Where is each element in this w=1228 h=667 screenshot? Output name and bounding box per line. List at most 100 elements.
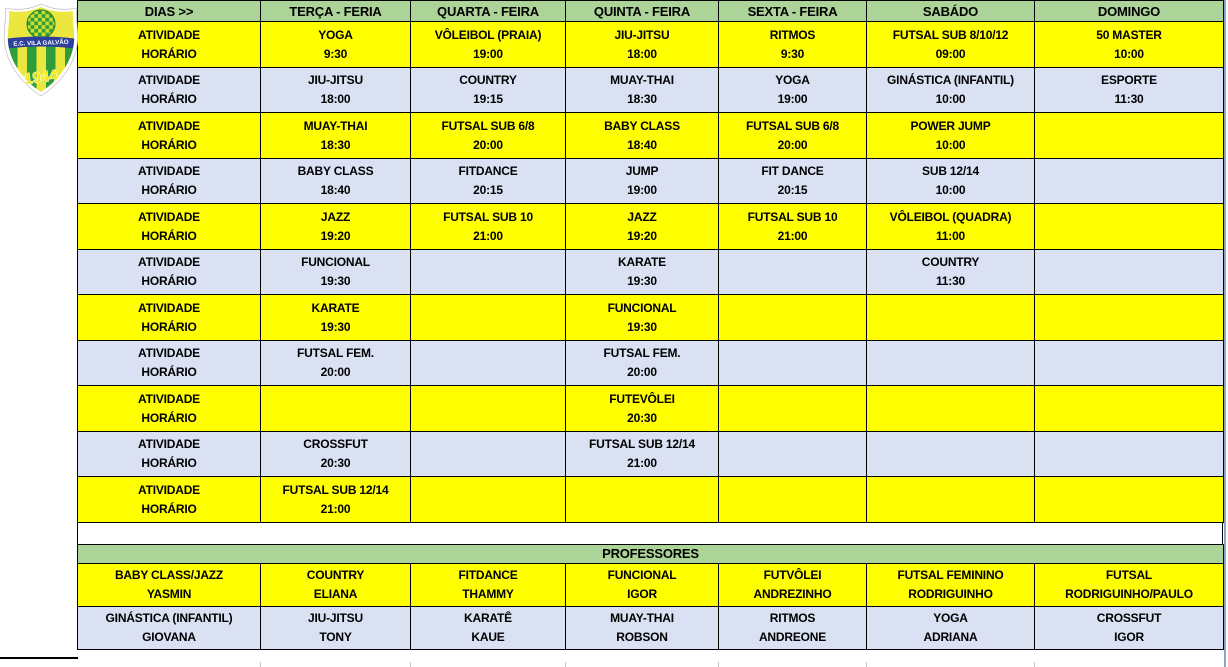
professor-activity: CROSSFUT bbox=[1096, 611, 1162, 625]
schedule-cell: KARATE 19:30 bbox=[260, 294, 411, 341]
schedule-cell bbox=[410, 294, 566, 341]
schedule-sheet: DIAS >> TERÇA - FERIA QUARTA - FEIRA QUINTA… bbox=[77, 0, 1224, 650]
schedule-cell: BABY CLASS 18:40 bbox=[260, 157, 411, 204]
professor-activity: KARATÊ bbox=[464, 611, 512, 625]
schedule-cell bbox=[565, 476, 719, 523]
professor-activity: FUTSAL FEMININO bbox=[897, 568, 1004, 582]
grid-tick bbox=[410, 662, 411, 667]
schedule-cell: CROSSFUT 20:30 bbox=[260, 430, 411, 477]
atividade-label: ATIVIDADE bbox=[138, 27, 200, 42]
schedule-row: ATIVIDADE HORÁRIO MUAY-THAI 18:30 FUTSAL SUB… bbox=[77, 112, 1224, 159]
schedule-cell: YOGA 9:30 bbox=[260, 21, 411, 68]
time-value: 10:00 bbox=[935, 183, 966, 198]
activity-name: RITMOS bbox=[769, 27, 816, 42]
activity-name: BABY CLASS bbox=[604, 118, 680, 133]
schedule-cell: FUTSAL SUB 10 21:00 bbox=[718, 203, 867, 250]
activity-name: JUMP bbox=[625, 164, 659, 179]
header-cell: SEXTA - FEIRA bbox=[718, 0, 867, 22]
schedule-cell: KARATE 19:30 bbox=[565, 248, 719, 295]
time-value: 11:30 bbox=[935, 274, 966, 289]
schedule-cell: JIU-JITSU 18:00 bbox=[260, 66, 411, 113]
schedule-cell bbox=[410, 248, 566, 295]
activity-name: JIU-JITSU bbox=[614, 27, 670, 42]
professor-name: ELIANA bbox=[313, 587, 358, 601]
time-value: 19:30 bbox=[320, 274, 351, 289]
schedule-cell bbox=[1034, 157, 1224, 204]
time-value: 20:15 bbox=[777, 183, 808, 198]
time-value: 20:15 bbox=[473, 183, 503, 198]
activity-name: KARATE bbox=[618, 255, 666, 270]
professor-cell: FUTVÔLEI ANDREZINHO bbox=[718, 562, 867, 607]
header-cell: TERÇA - FERIA bbox=[260, 0, 411, 22]
time-value: 19:00 bbox=[627, 183, 657, 198]
activity-name: KARATE bbox=[311, 300, 360, 315]
schedule-cell: YOGA 19:00 bbox=[718, 66, 867, 113]
professor-cell: KARATÊ KAUE bbox=[410, 605, 566, 650]
atividade-label: ATIVIDADE bbox=[138, 391, 200, 406]
professor-name: YASMIN bbox=[146, 587, 192, 601]
schedule-cell: COUNTRY 19:15 bbox=[410, 66, 566, 113]
professor-activity: FUTVÔLEI bbox=[763, 568, 822, 582]
professor-activity: JIU-JITSU bbox=[308, 611, 363, 625]
professor-cell: YOGA ADRIANA bbox=[866, 605, 1035, 650]
schedule-cell: MUAY-THAI 18:30 bbox=[260, 112, 411, 159]
schedule-cell bbox=[410, 339, 566, 386]
time-value: 11:00 bbox=[935, 228, 966, 243]
professores-header-row: PROFESSORES bbox=[77, 543, 1224, 564]
schedule-row: ATIVIDADE HORÁRIO CROSSFUT 20:30 FUTSAL SUB … bbox=[77, 430, 1224, 477]
schedule-row: ATIVIDADE HORÁRIO FUTEVÔLEI 20:30 bbox=[77, 385, 1224, 432]
activity-name: FUTSAL SUB 12/14 bbox=[282, 482, 389, 497]
atividade-label: ATIVIDADE bbox=[138, 346, 200, 361]
schedule-cell: VÔLEIBOL (QUADRA) 11:00 bbox=[866, 203, 1035, 250]
time-value: 18:30 bbox=[627, 92, 657, 107]
activity-name: FUTSAL SUB 10 bbox=[747, 209, 838, 224]
professor-name: ANDREONE bbox=[758, 630, 827, 644]
grid-tick bbox=[1034, 662, 1035, 667]
activity-name: VÔLEIBOL (QUADRA) bbox=[889, 209, 1012, 224]
schedule-cell: FUNCIONAL 19:30 bbox=[260, 248, 411, 295]
activity-name: ESPORTE bbox=[1101, 73, 1157, 88]
sheet-right-edge bbox=[1224, 0, 1226, 667]
row-label-cell: ATIVIDADE HORÁRIO bbox=[77, 203, 261, 250]
professor-name: TONY bbox=[319, 630, 352, 644]
row-label-cell: ATIVIDADE HORÁRIO bbox=[77, 476, 261, 523]
schedule-cell: JAZZ 19:20 bbox=[565, 203, 719, 250]
professores-row: BABY CLASS/JAZZ YASMIN COUNTRY ELIANA FITDAN… bbox=[77, 562, 1224, 607]
club-logo: E.C. VILA GALVÃO 1944 bbox=[3, 3, 79, 97]
professor-activity: COUNTRY bbox=[306, 568, 365, 582]
professor-name: ANDREZINHO bbox=[753, 587, 832, 601]
professor-activity: FITDANCE bbox=[458, 568, 518, 582]
activity-name: FUTSAL SUB 10 bbox=[443, 209, 533, 224]
row-label-cell: ATIVIDADE HORÁRIO bbox=[77, 430, 261, 477]
activity-name: FUTSAL SUB 6/8 bbox=[746, 118, 839, 133]
time-value: 19:30 bbox=[627, 319, 657, 334]
spacer-row bbox=[77, 522, 1223, 544]
professor-cell: BABY CLASS/JAZZ YASMIN bbox=[77, 562, 261, 607]
schedule-cell bbox=[866, 385, 1035, 432]
activity-name: FUTSAL SUB 8/10/12 bbox=[892, 27, 1009, 42]
schedule-cell: JUMP 19:00 bbox=[565, 157, 719, 204]
schedule-cell: JAZZ 19:20 bbox=[260, 203, 411, 250]
professor-name: THAMMY bbox=[462, 587, 514, 601]
schedule-cell: FUTSAL SUB 6/8 20:00 bbox=[410, 112, 566, 159]
schedule-cell bbox=[718, 430, 867, 477]
time-value: 10:00 bbox=[1114, 46, 1144, 61]
professor-name: RODRIGUINHO/PAULO bbox=[1065, 587, 1193, 601]
time-value: 10:00 bbox=[935, 92, 966, 107]
schedule-cell bbox=[410, 385, 566, 432]
horario-label: HORÁRIO bbox=[141, 456, 197, 471]
logo-column-bottom-border bbox=[0, 657, 78, 659]
activity-name: FUNCIONAL bbox=[607, 300, 677, 315]
atividade-label: ATIVIDADE bbox=[138, 209, 200, 224]
time-value: 09:00 bbox=[935, 46, 966, 61]
schedule-header-row: DIAS >> TERÇA - FERIA QUARTA - FEIRA QUINTA… bbox=[77, 0, 1224, 22]
schedule-cell: GINÁSTICA (INFANTIL) 10:00 bbox=[866, 66, 1035, 113]
schedule-cell: VÔLEIBOL (PRAIA) 19:00 bbox=[410, 21, 566, 68]
time-value: 21:00 bbox=[627, 456, 657, 471]
time-value: 20:30 bbox=[320, 456, 351, 471]
professor-cell: RITMOS ANDREONE bbox=[718, 605, 867, 650]
time-value: 21:00 bbox=[473, 228, 503, 243]
activity-name: YOGA bbox=[318, 27, 353, 42]
schedule-cell: FUTSAL SUB 12/14 21:00 bbox=[565, 430, 719, 477]
time-value: 18:30 bbox=[320, 137, 351, 152]
